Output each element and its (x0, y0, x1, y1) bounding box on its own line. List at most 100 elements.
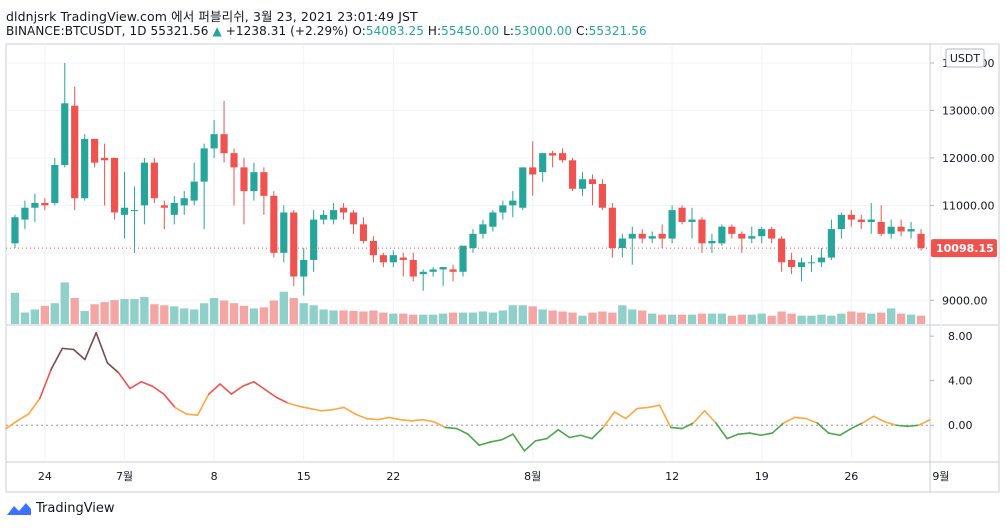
volume-bar (379, 312, 388, 324)
volume-bar (419, 314, 428, 324)
low-value: 53000.00 (514, 24, 573, 38)
tradingview-footer[interactable]: TradingView (6, 501, 115, 516)
candle-body (678, 207, 686, 222)
candle-body (260, 172, 268, 196)
candle (519, 167, 527, 211)
candle-body (917, 233, 925, 249)
candle (330, 202, 338, 225)
candle-body (549, 153, 557, 156)
last-price: 55321.56 (150, 24, 209, 38)
oscillator-segment (455, 427, 469, 435)
oscillator-segment (422, 418, 435, 423)
volume-bar (190, 309, 199, 324)
open-value: 54083.25 (365, 24, 424, 38)
oscillator-segment (681, 422, 695, 430)
chart-title-line: dldnjsrk TradingView.com 에서 퍼블리쉬, 3월 23,… (6, 6, 418, 25)
candle-body (11, 217, 19, 244)
volume-bar (319, 309, 328, 324)
candle-body (240, 167, 248, 192)
oscillator-segment (27, 397, 41, 415)
volume-bar (170, 306, 179, 324)
oscillator-segment (241, 381, 255, 388)
candle (857, 214, 865, 230)
oscillator-segment (5, 419, 19, 430)
volume-bar (438, 313, 448, 324)
candle (21, 200, 29, 230)
candle (738, 231, 746, 253)
candle (897, 219, 905, 237)
candle-body (698, 219, 706, 244)
low-label: L: (503, 24, 515, 38)
high-value: 55450.00 (441, 24, 500, 38)
candle-body (529, 167, 537, 175)
candle-body (280, 212, 288, 253)
candle-body (688, 219, 696, 222)
volume-bar (60, 282, 69, 324)
candle-body (71, 105, 79, 199)
oscillator-segment (579, 434, 593, 440)
candle (698, 217, 706, 253)
candle (469, 229, 477, 253)
candle (778, 236, 786, 272)
candle (797, 257, 806, 282)
candle (250, 162, 258, 201)
osc-tick-label: 8.00 (948, 330, 973, 343)
candle-body (857, 219, 865, 222)
candle (339, 202, 348, 220)
oscillator-segment (839, 427, 852, 437)
oscillator-segment (61, 347, 75, 351)
candle-body (738, 233, 746, 239)
candle-body (708, 240, 716, 244)
oscillator-segment (793, 416, 807, 420)
volume-bar (787, 313, 796, 324)
candle-body (718, 226, 726, 244)
candle (877, 205, 885, 237)
volume-bar (100, 302, 109, 324)
price-tick-label: 13000.00 (942, 104, 995, 117)
symbol-name[interactable]: BINANCE:BTCUSDT, 1D (6, 24, 147, 38)
volume-bar (578, 315, 587, 324)
candle (210, 119, 218, 158)
oscillator-segment (467, 433, 481, 447)
candle-body (588, 179, 597, 184)
candle-body (330, 210, 338, 220)
candle (847, 210, 855, 227)
volume-bar (747, 314, 756, 324)
volume-bar (886, 308, 896, 324)
candle-body (618, 238, 626, 249)
candle-body (867, 219, 875, 222)
candle (728, 224, 736, 239)
volume-bar (717, 313, 727, 324)
oscillator-segment (286, 402, 300, 408)
oscillator-segment (872, 415, 886, 423)
candle (758, 226, 766, 244)
candle-body (728, 226, 736, 234)
oscillator-segment (726, 433, 740, 440)
symbol-legend: BINANCE:BTCUSDT, 1D 55321.56 ▲ +1238.31 … (6, 24, 647, 38)
candle (748, 226, 756, 244)
candle-body (608, 207, 616, 249)
volume-bar (399, 313, 408, 324)
candle-body (101, 157, 109, 161)
candle (449, 264, 457, 282)
candle-body (807, 262, 816, 264)
candle (220, 100, 228, 163)
volume-bar (110, 300, 119, 324)
oscillator-segment (162, 393, 176, 409)
oscillator-segment (861, 415, 875, 424)
candle-body (638, 233, 646, 239)
candle (11, 214, 19, 249)
candle-body (559, 153, 567, 161)
candle-body (748, 236, 756, 239)
volume-bar (70, 298, 79, 324)
oscillator-segment (715, 422, 728, 440)
candle (489, 210, 497, 232)
volume-bar (369, 310, 378, 324)
candle (509, 191, 517, 218)
candle (628, 226, 636, 265)
volume-bar (40, 305, 50, 324)
price-tick-label: 9000.00 (942, 294, 988, 307)
currency-badge (945, 48, 985, 68)
volume-bar (548, 310, 557, 324)
